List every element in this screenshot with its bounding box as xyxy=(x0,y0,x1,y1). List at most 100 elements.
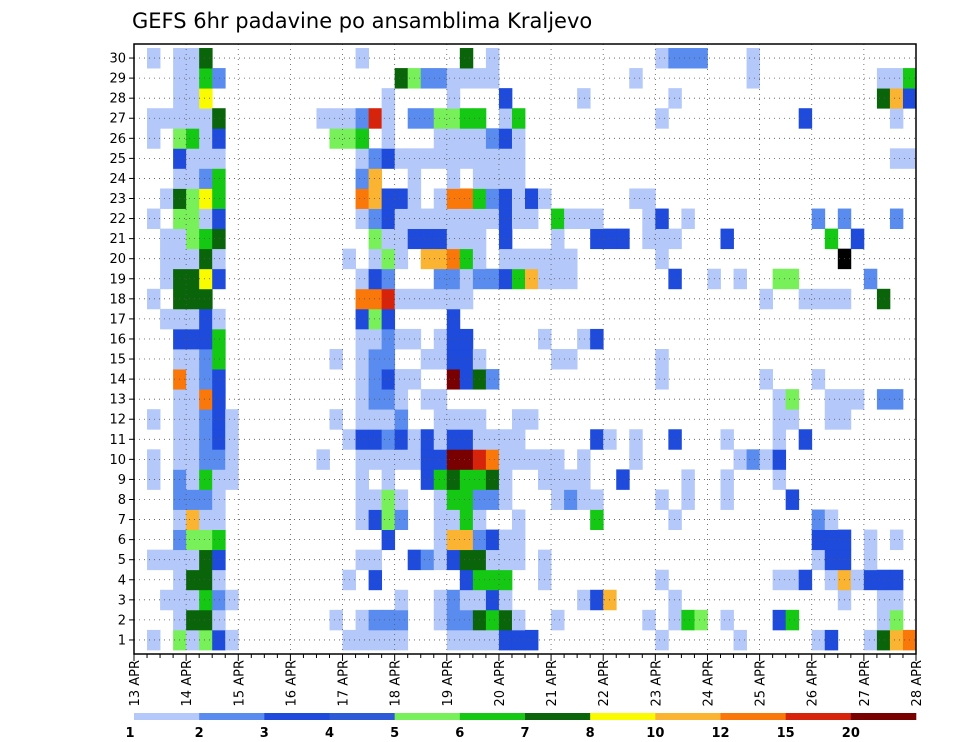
precip-cell xyxy=(525,449,539,470)
precip-cell xyxy=(381,469,396,490)
precip-cell xyxy=(329,609,343,631)
colorbar-swatch xyxy=(134,713,200,720)
x-tick-label: 13 APR xyxy=(128,660,143,706)
precip-cell xyxy=(485,48,500,69)
x-tick-label: 15 APR xyxy=(232,660,247,706)
precip-cell xyxy=(199,549,213,571)
precip-cell xyxy=(889,589,904,611)
colorbar-label: 3 xyxy=(260,726,269,741)
precip-cell xyxy=(577,88,591,109)
precip-cell xyxy=(616,228,630,250)
precip-cell xyxy=(212,188,226,209)
precip-cell xyxy=(446,429,461,450)
precip-cell xyxy=(368,609,383,631)
precip-cell xyxy=(590,208,604,230)
precip-cell xyxy=(459,569,474,591)
precip-cell xyxy=(446,128,461,149)
precip-cell xyxy=(186,369,200,390)
x-tick-label: 21 APR xyxy=(545,660,560,706)
precip-cell xyxy=(876,629,891,651)
precip-cell xyxy=(394,449,409,470)
precip-cell xyxy=(381,288,396,310)
x-tick-label: 23 APR xyxy=(649,660,664,706)
y-tick-label: 10 xyxy=(109,453,126,468)
precip-cell xyxy=(551,228,565,250)
precip-cell xyxy=(485,629,500,651)
precip-cell xyxy=(824,389,839,410)
precip-cell xyxy=(889,389,904,410)
precip-cell xyxy=(811,549,826,571)
precip-cell xyxy=(889,148,904,169)
colorbar-swatch xyxy=(264,713,330,720)
precip-cell xyxy=(511,529,526,551)
precip-cell xyxy=(511,188,526,209)
precip-cell xyxy=(212,469,226,490)
x-tick-label: 16 APR xyxy=(284,660,299,706)
y-tick-label: 26 xyxy=(109,132,126,147)
precip-cell xyxy=(160,248,174,270)
precip-cell xyxy=(668,228,682,250)
precip-cell xyxy=(498,108,513,129)
precip-cell xyxy=(394,589,409,611)
precip-cell xyxy=(668,609,682,631)
y-tick-label: 21 xyxy=(109,232,126,247)
y-tick-label: 9 xyxy=(118,473,126,488)
precip-cell xyxy=(368,369,383,390)
precip-cell xyxy=(212,449,226,470)
precip-cell xyxy=(590,509,604,530)
precip-cell xyxy=(655,369,669,390)
precip-cell xyxy=(876,288,891,310)
precip-cell xyxy=(368,268,383,290)
precip-cell xyxy=(147,128,161,149)
precip-cell xyxy=(394,328,409,350)
colorbar-label: 5 xyxy=(390,726,399,741)
precip-cell xyxy=(590,429,604,450)
precip-cell xyxy=(551,208,565,230)
precip-cell xyxy=(199,168,213,189)
x-tick-label: 28 APR xyxy=(910,660,925,706)
precip-cell xyxy=(433,108,448,129)
precip-cell xyxy=(355,128,369,149)
precip-cell xyxy=(850,389,865,410)
precip-cell xyxy=(147,409,161,430)
precip-cell xyxy=(811,509,826,530)
precip-cell xyxy=(889,629,904,651)
precip-cell xyxy=(459,228,474,250)
y-tick-label: 19 xyxy=(109,272,126,287)
precip-cell xyxy=(577,449,591,470)
y-tick-label: 29 xyxy=(109,72,126,87)
colorbar-swatch xyxy=(720,713,786,720)
precip-cell xyxy=(433,469,448,490)
colorbar-swatch xyxy=(590,713,656,720)
precip-cell xyxy=(889,68,904,89)
precip-cell xyxy=(160,589,174,611)
precip-cell xyxy=(525,208,539,230)
precip-cell xyxy=(824,529,839,551)
y-tick-label: 18 xyxy=(109,292,126,307)
precip-cell xyxy=(355,148,369,169)
precip-cell xyxy=(655,228,669,250)
precip-cell xyxy=(655,569,669,591)
precip-cell xyxy=(355,449,369,470)
colorbar-swatch xyxy=(199,713,265,720)
precip-cell xyxy=(186,108,200,129)
precip-cell xyxy=(498,268,513,290)
precip-cell xyxy=(420,429,435,450)
precip-cell xyxy=(811,529,826,551)
precip-cell xyxy=(525,629,539,651)
precip-cell xyxy=(564,208,578,230)
precip-cell xyxy=(329,349,343,370)
y-tick-label: 7 xyxy=(118,513,126,528)
precip-cell xyxy=(394,609,409,631)
precip-cell xyxy=(186,609,200,631)
precip-cell xyxy=(551,349,565,370)
precip-cell xyxy=(889,208,904,230)
precip-cell xyxy=(511,409,526,430)
precip-cell xyxy=(212,68,226,89)
precip-cell xyxy=(485,549,500,571)
precip-cell xyxy=(498,168,513,189)
precip-cell xyxy=(329,409,343,430)
precip-cell xyxy=(446,349,461,370)
precip-cell xyxy=(655,208,669,230)
precip-cell xyxy=(355,369,369,390)
